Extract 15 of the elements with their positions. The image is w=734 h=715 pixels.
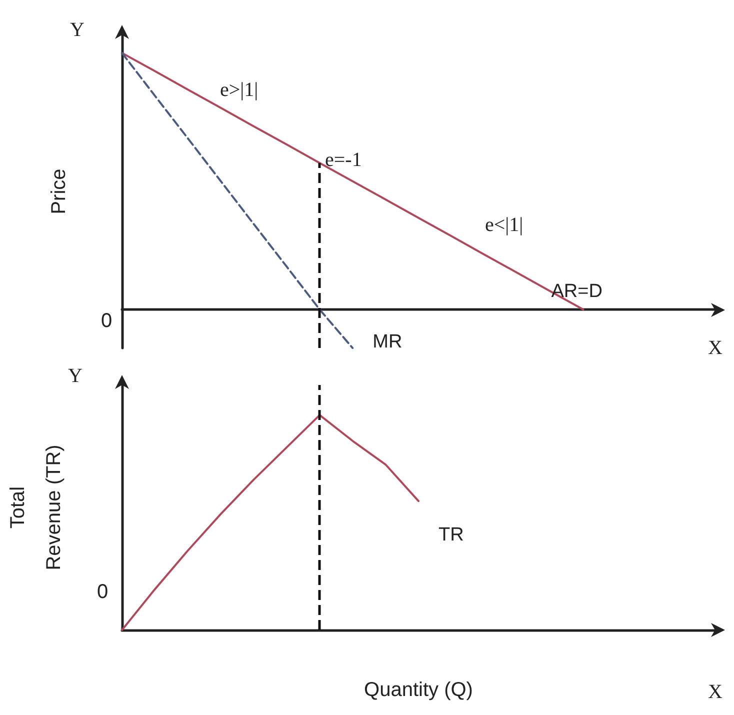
y-axis-title: Price — [48, 168, 70, 214]
text: Y — [70, 19, 84, 41]
annotation: e<|1| — [485, 214, 524, 236]
series-label: TR — [438, 524, 464, 546]
y-axis-title: Total Revenue (TR) — [7, 444, 65, 570]
annotation: e=-1 — [325, 149, 362, 171]
text: 0 — [101, 310, 112, 332]
series-label: AR=D — [551, 281, 602, 302]
x-axis-title: Quantity (Q) — [364, 679, 473, 701]
text: X — [708, 681, 723, 703]
text: 0 — [97, 581, 108, 603]
series-label: MR — [372, 332, 402, 352]
text: Y — [68, 365, 82, 387]
annotation: X — [708, 337, 723, 359]
annotation: e>|1| — [220, 79, 258, 101]
